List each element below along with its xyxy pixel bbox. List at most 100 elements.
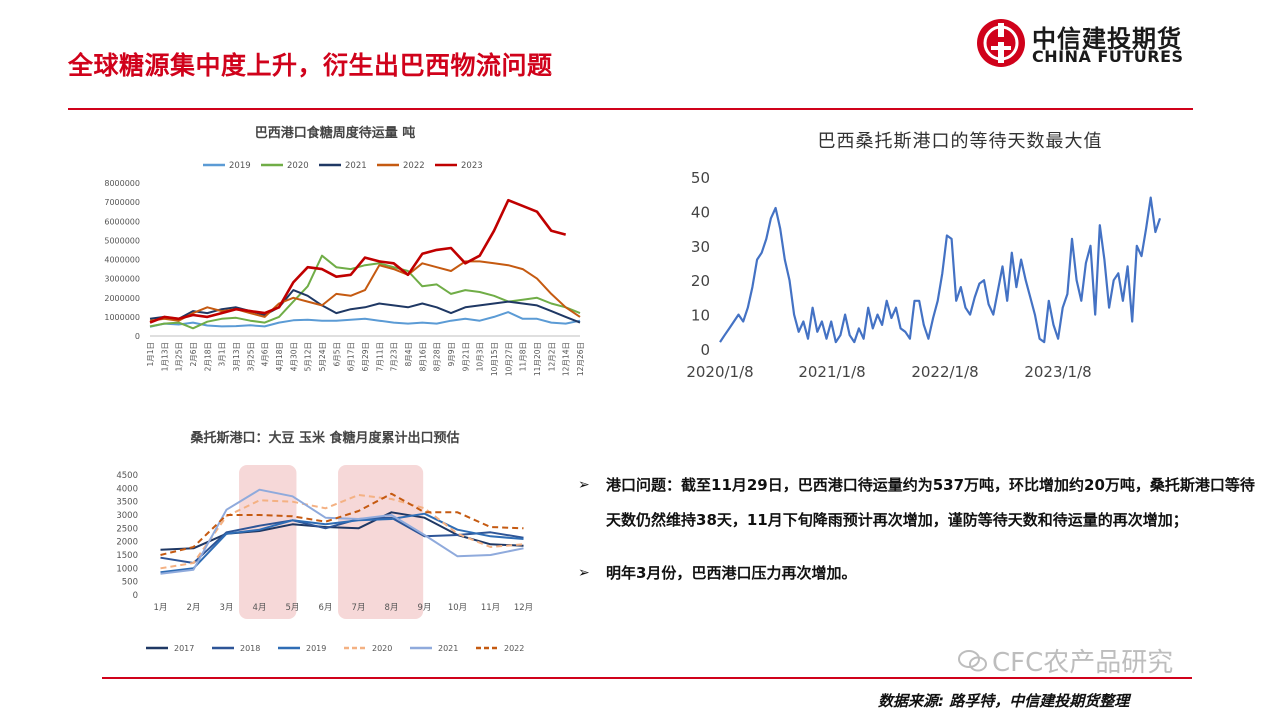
x-tick-label: 10月27日 [504,342,513,376]
y-tick-label: 2000 [116,538,138,548]
y-tick-label: 1000000 [104,313,140,322]
highlight-band [338,465,424,619]
arrow-bullet-icon: ➢ [578,477,590,493]
y-tick-label: 8000000 [104,179,140,188]
x-tick-label: 9月21日 [461,342,470,371]
legend-label: 2023 [461,161,483,171]
x-tick-label: 4月 [253,603,267,613]
x-tick-label: 2020/1/8 [686,363,753,381]
y-tick-label: 4000 [116,484,138,494]
x-tick-label: 11月8日 [519,342,528,371]
y-tick-label: 4500 [116,471,138,481]
arrow-bullet-icon: ➢ [578,565,590,581]
chart2-title: 巴西桑托斯港口的等待天数最大值 [817,131,1103,152]
legend-label: 2017 [174,644,194,653]
weekly-queue-chart: 2019 2020 2021 2022 2023 0 1000000 2000000 30000… [104,161,585,376]
y-tick-label: 4000000 [104,256,140,265]
x-tick-label: 5月12日 [304,342,313,371]
legend-label: 2020 [372,644,392,653]
y-tick-label: 0 [700,341,710,359]
legend-label: 2020 [287,161,309,171]
y-tick-label: 3000000 [104,275,140,284]
x-tick-label: 1月1日 [146,342,155,367]
y-tick-label: 50 [691,169,710,187]
x-tick-label: 12月26日 [576,342,585,376]
x-tick-label: 10月3日 [476,342,485,371]
x-tick-label: 3月25日 [246,342,255,371]
x-tick-label: 1月13日 [160,342,169,371]
legend-label: 2021 [345,161,367,171]
watermark: CFC农产品研究 [958,642,1173,679]
y-tick-label: 0 [133,591,138,601]
x-tick-label: 7月 [352,603,366,613]
legend-label: 2022 [504,644,524,653]
x-tick-label: 2月18日 [203,342,212,371]
x-tick-label: 6月 [319,603,333,613]
series-2022-line [149,260,581,322]
x-tick-label: 12月 [514,603,533,613]
x-tick-label: 10月15日 [490,342,499,376]
x-tick-label: 11月20日 [533,342,542,376]
legend-label: 2021 [438,644,458,653]
series-2021-line [149,289,581,324]
x-tick-label: 2月 [187,603,201,613]
bullet-list: ➢ 港口问题：截至11月29日，巴西港口待运量约为537万吨，环比增加约20万吨… [578,468,1258,591]
x-tick-label: 3月13日 [232,342,241,371]
y-tick-label: 2500 [116,524,138,534]
logo-text-cn: 中信建投期货 [1032,25,1182,53]
legend-label: 2018 [240,644,260,653]
x-tick-label: 1月25日 [175,342,184,371]
x-tick-label: 7月23日 [390,342,399,371]
wechat-icon [958,650,987,672]
series-2018-line [160,516,524,564]
series-2023-line [149,198,567,324]
x-tick-label: 4月6日 [261,342,270,367]
bullet-text: 港口问题：截至11月29日，巴西港口待运量约为537万吨，环比增加约20万吨，桑… [606,476,1255,529]
x-tick-label: 5月24日 [318,342,327,371]
santos-wait-days-chart: 0 10 20 30 40 50 2020/1/8 2021/1/8 2022/1/8 2023/… [686,169,1162,381]
x-tick-label: 7月11日 [375,342,384,371]
chart1-title: 巴西港口食糖周度待运量 吨 [254,126,416,141]
x-tick-label: 6月5日 [332,342,341,367]
y-tick-label: 1000 [116,564,138,574]
x-tick-label: 2021/1/8 [798,363,865,381]
citic-logo-icon [977,19,1025,67]
y-tick-label: 3000 [116,511,138,521]
x-tick-label: 4月18日 [275,342,284,371]
x-tick-label: 9月 [418,603,432,613]
y-tick-label: 10 [691,307,710,325]
series-2019-line [160,512,524,574]
legend-label: 2019 [229,161,251,171]
y-tick-label: 7000000 [104,198,140,207]
y-tick-label: 2000000 [104,294,140,303]
x-tick-label: 2023/1/8 [1024,363,1091,381]
x-tick-label: 12月14日 [562,342,571,376]
x-tick-label: 2022/1/8 [911,363,978,381]
x-tick-label: 2月6日 [189,342,198,367]
y-tick-label: 1500 [116,551,138,561]
x-tick-label: 6月29日 [361,342,370,371]
watermark-text: CFC农产品研究 [992,648,1174,678]
bullet-port-issue: ➢ 港口问题：截至11月29日，巴西港口待运量约为537万吨，环比增加约20万吨… [578,468,1258,538]
company-logo: 中信建投期货 CHINA FUTURES [975,15,1205,75]
x-tick-label: 6月17日 [347,342,356,371]
x-tick-label: 10月 [448,603,467,613]
y-tick-label: 500 [122,578,138,588]
data-source: 数据来源: 路孚特，中信建投期货整理 [878,692,1130,710]
x-tick-label: 8月 [385,603,399,613]
x-tick-label: 8月4日 [404,342,413,367]
x-tick-label: 8月28日 [433,342,442,371]
highlight-band [239,465,297,619]
x-tick-label: 1月 [154,603,168,613]
y-tick-label: 6000000 [104,217,140,226]
x-tick-label: 9月9日 [447,342,456,367]
x-tick-label: 4月30日 [289,342,298,371]
x-tick-label: 8月16日 [418,342,427,371]
x-tick-label: 3月 [220,603,234,613]
legend-label: 2022 [403,161,425,171]
santos-export-chart: 0 500 1000 1500 2000 2500 3000 3500 4000 4500 1月 2月… [116,465,533,653]
x-tick-label: 11月 [481,603,500,613]
footer-divider [102,677,1192,679]
bullet-text: 明年3月份，巴西港口压力再次增加。 [606,564,857,582]
x-tick-label: 5月 [286,603,300,613]
